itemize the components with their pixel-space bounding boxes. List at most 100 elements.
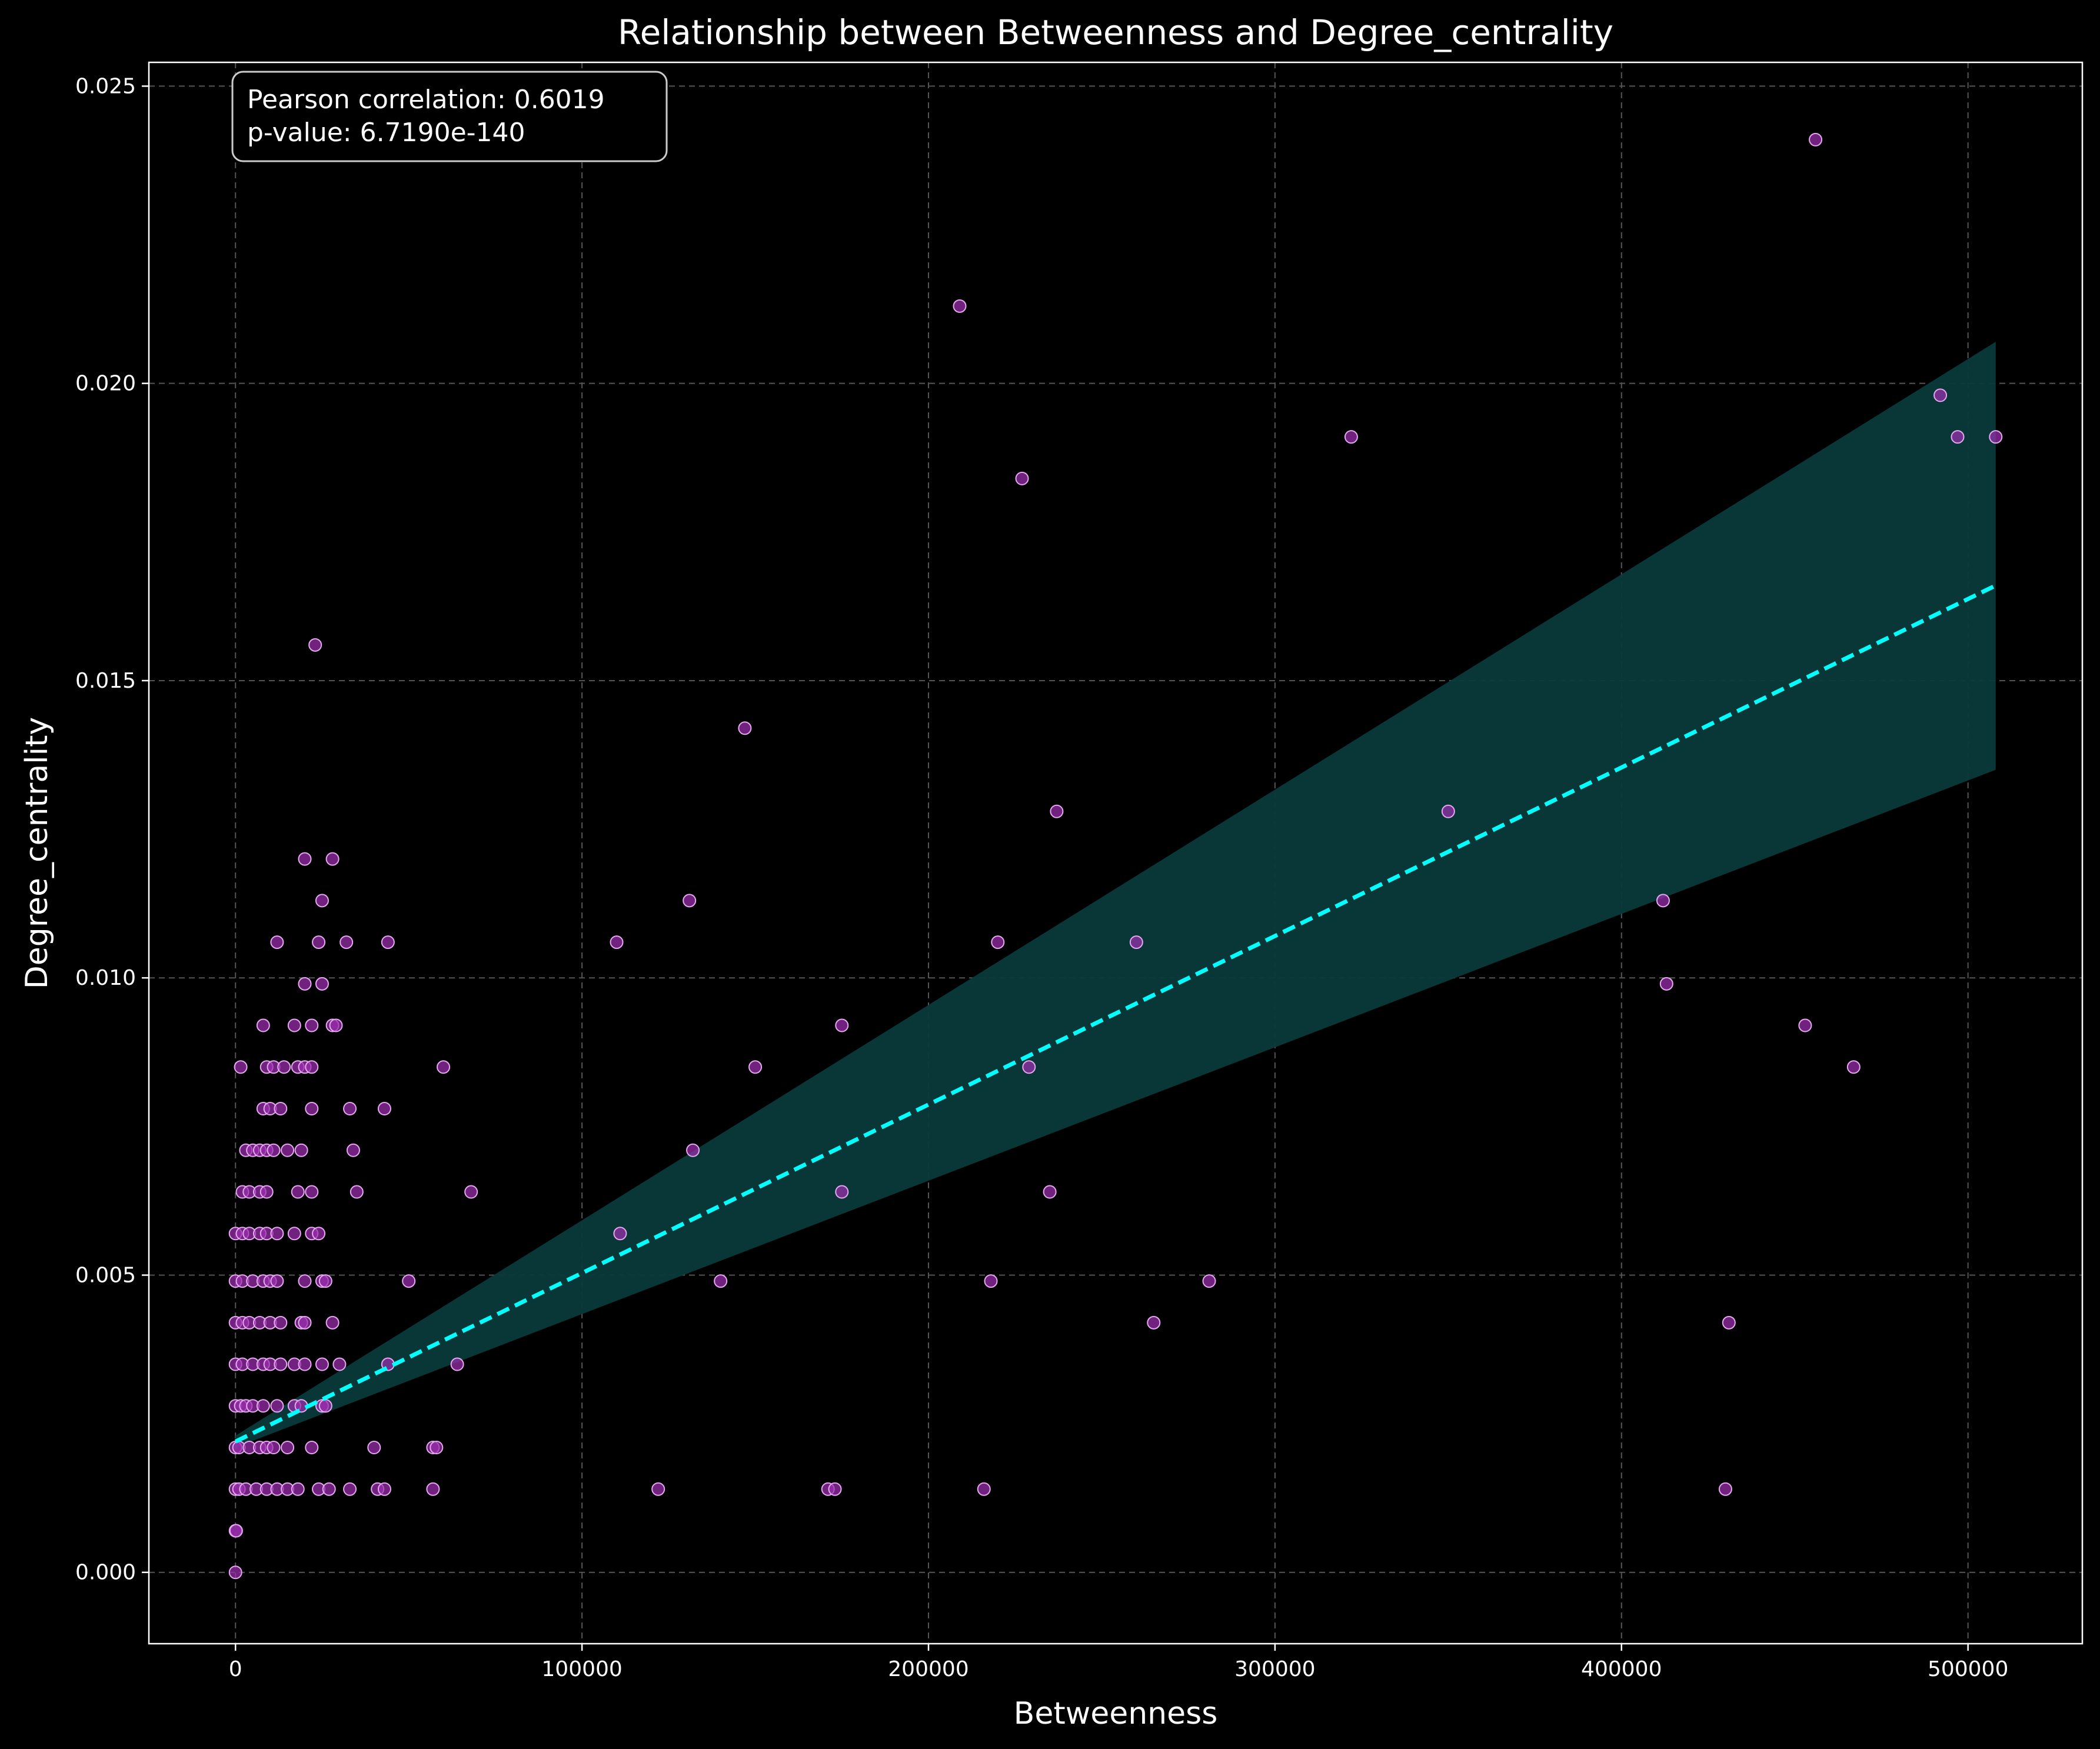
data-point-134: [1659, 977, 1673, 991]
data-point-71: [270, 1274, 284, 1288]
x-tick-label-3: 300000: [1234, 1657, 1315, 1681]
data-point-127: [305, 1018, 319, 1032]
data-point-19: [828, 1482, 842, 1496]
plot-frame: [148, 61, 2084, 1645]
data-point-140: [991, 935, 1005, 950]
data-point-124: [1846, 1060, 1861, 1074]
data-point-133: [315, 977, 329, 991]
data-point-10: [291, 1482, 305, 1496]
data-point-21: [1718, 1482, 1732, 1496]
x-tick-label-1: 100000: [541, 1657, 622, 1681]
data-point-149: [738, 721, 752, 735]
data-point-50: [298, 1357, 312, 1371]
annotation-pvalue: p-value: 6.7190e-140: [247, 118, 525, 148]
correlation-annotation: Pearson correlation: 0.6019 p-value: 6.7…: [231, 71, 668, 162]
data-point-112: [343, 1102, 357, 1116]
data-point-107: [686, 1143, 700, 1157]
data-point-130: [835, 1018, 849, 1032]
data-point-144: [1656, 894, 1670, 908]
data-point-136: [312, 935, 326, 950]
data-point-148: [1441, 804, 1455, 818]
data-point-94: [305, 1185, 319, 1199]
data-point-123: [1022, 1060, 1036, 1074]
data-point-110: [274, 1102, 288, 1116]
data-point-75: [402, 1274, 416, 1288]
data-point-78: [1202, 1274, 1216, 1288]
data-point-105: [294, 1143, 308, 1157]
data-point-28: [281, 1441, 295, 1455]
x-ticks: 0 100000 200000 300000 400000 500000: [229, 1644, 2008, 1681]
data-point-141: [1129, 935, 1143, 950]
data-point-16: [426, 1482, 440, 1496]
data-point-15: [377, 1482, 391, 1496]
data-point-147: [1050, 804, 1064, 818]
y-tick-label-2: 0.010: [75, 966, 136, 990]
data-point-111: [305, 1102, 319, 1116]
data-point-154: [1989, 430, 2003, 444]
data-point-32: [430, 1441, 444, 1455]
x-axis-label: Betweenness: [1014, 1696, 1218, 1731]
y-axis-label: Degree_centrality: [19, 717, 55, 990]
data-point-85: [287, 1227, 301, 1241]
data-point-156: [953, 299, 967, 313]
data-point-29: [305, 1441, 319, 1455]
chart-title: Relationship between Betweenness and Deg…: [618, 12, 1613, 52]
data-point-117: [277, 1060, 291, 1074]
data-point-137: [340, 935, 354, 950]
data-point-30: [367, 1441, 381, 1455]
data-point-54: [450, 1357, 464, 1371]
data-point-87: [312, 1227, 326, 1241]
y-tick-label-0: 0.000: [75, 1561, 136, 1585]
data-point-88: [613, 1227, 627, 1241]
data-point-138: [381, 935, 395, 950]
data-point-126: [287, 1018, 301, 1032]
data-point-92: [259, 1185, 274, 1199]
data-point-17: [651, 1482, 665, 1496]
data-point-131: [1798, 1018, 1812, 1032]
x-tick-label-0: 0: [229, 1657, 242, 1681]
data-point-146: [325, 852, 340, 866]
x-tick-label-4: 400000: [1581, 1657, 1662, 1681]
data-point-153: [1951, 430, 1965, 444]
points-layer: [228, 132, 2003, 1580]
data-point-76: [714, 1274, 728, 1288]
data-point-155: [1933, 388, 1948, 402]
data-point-72: [298, 1274, 312, 1288]
data-point-0: [228, 1565, 242, 1580]
data-point-157: [1809, 132, 1823, 146]
regression-line: [234, 584, 1997, 1444]
data-point-103: [267, 1143, 281, 1157]
data-point-139: [610, 935, 624, 950]
annotation-correlation: Pearson correlation: 0.6019: [247, 85, 605, 115]
data-point-96: [464, 1185, 478, 1199]
confidence-band-layer: [235, 341, 1996, 1448]
data-point-42: [318, 1399, 332, 1413]
data-point-104: [281, 1143, 295, 1157]
data-point-74: [318, 1274, 332, 1288]
data-point-120: [305, 1060, 319, 1074]
data-point-151: [1015, 471, 1029, 485]
y-tick-label-3: 0.015: [75, 669, 136, 693]
data-point-77: [984, 1274, 998, 1288]
data-point-13: [343, 1482, 357, 1496]
data-point-84: [270, 1227, 284, 1241]
data-point-113: [377, 1102, 391, 1116]
data-point-106: [346, 1143, 360, 1157]
y-tick-label-5: 0.025: [75, 74, 136, 98]
data-point-98: [1043, 1185, 1057, 1199]
data-point-38: [270, 1399, 284, 1413]
data-point-51: [315, 1357, 329, 1371]
y-tick-label-1: 0.005: [75, 1263, 136, 1287]
confidence-band: [235, 341, 1996, 1448]
data-point-122: [748, 1060, 763, 1074]
data-point-95: [350, 1185, 364, 1199]
data-point-2: [229, 1524, 243, 1538]
data-point-60: [274, 1315, 288, 1330]
data-point-52: [332, 1357, 347, 1371]
data-point-129: [329, 1018, 343, 1032]
data-point-20: [977, 1482, 991, 1496]
data-point-114: [234, 1060, 248, 1074]
y-tick-label-4: 0.020: [75, 372, 136, 396]
